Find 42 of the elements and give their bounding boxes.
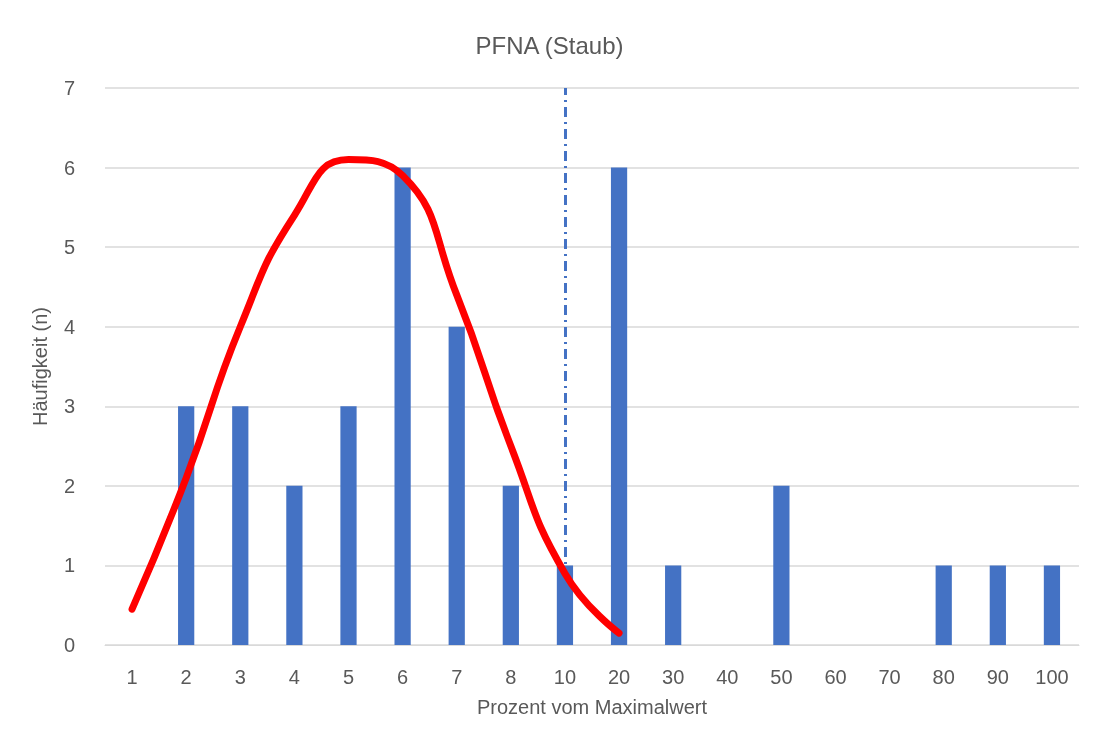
y-tick-label: 5	[63, 236, 75, 259]
x-tick-label: 20	[607, 666, 631, 688]
x-tick-label: 7	[451, 666, 463, 688]
x-tick-label: 90	[986, 666, 1009, 688]
bar	[178, 406, 195, 645]
x-tick-label: 30	[662, 666, 685, 688]
y-tick-label: 4	[63, 315, 75, 338]
y-tick-label: 2	[63, 474, 75, 497]
x-tick-label: 40	[716, 666, 739, 688]
x-tick-label: 10	[553, 666, 577, 688]
x-tick-label: 100	[1035, 666, 1069, 688]
bar	[773, 485, 790, 645]
bar	[935, 565, 952, 645]
bar	[665, 565, 682, 645]
x-axis-title: Prozent vom Maximalwert	[476, 696, 708, 718]
x-tick-label: 3	[234, 666, 246, 688]
bar	[286, 485, 303, 645]
bar	[232, 406, 249, 645]
x-tick-label: 2	[180, 666, 192, 688]
x-tick-label: 50	[770, 666, 793, 688]
bar	[610, 167, 628, 645]
bar	[989, 565, 1006, 645]
x-tick-label: 8	[505, 666, 517, 688]
x-tick-label: 6	[397, 666, 409, 688]
y-tick-label: 6	[63, 156, 75, 179]
x-tick-label: 70	[878, 666, 901, 688]
chart-title: PFNA (Staub)	[475, 31, 624, 59]
x-tick-label: 5	[342, 666, 355, 688]
bar	[448, 326, 465, 645]
bar	[340, 406, 357, 645]
y-tick-label: 7	[63, 77, 75, 99]
bar	[502, 485, 519, 645]
y-tick-label: 1	[63, 554, 75, 577]
x-tick-label: 80	[932, 666, 955, 688]
x-tick-label: 60	[824, 666, 847, 688]
x-tick-label: 1	[126, 666, 138, 688]
bar	[394, 167, 411, 645]
y-tick-label: 3	[63, 395, 75, 418]
y-axis-title: Häufigkeit (n)	[29, 307, 51, 426]
bar	[1043, 565, 1061, 645]
y-tick-label: 0	[63, 634, 75, 656]
x-tick-label: 4	[288, 666, 300, 688]
